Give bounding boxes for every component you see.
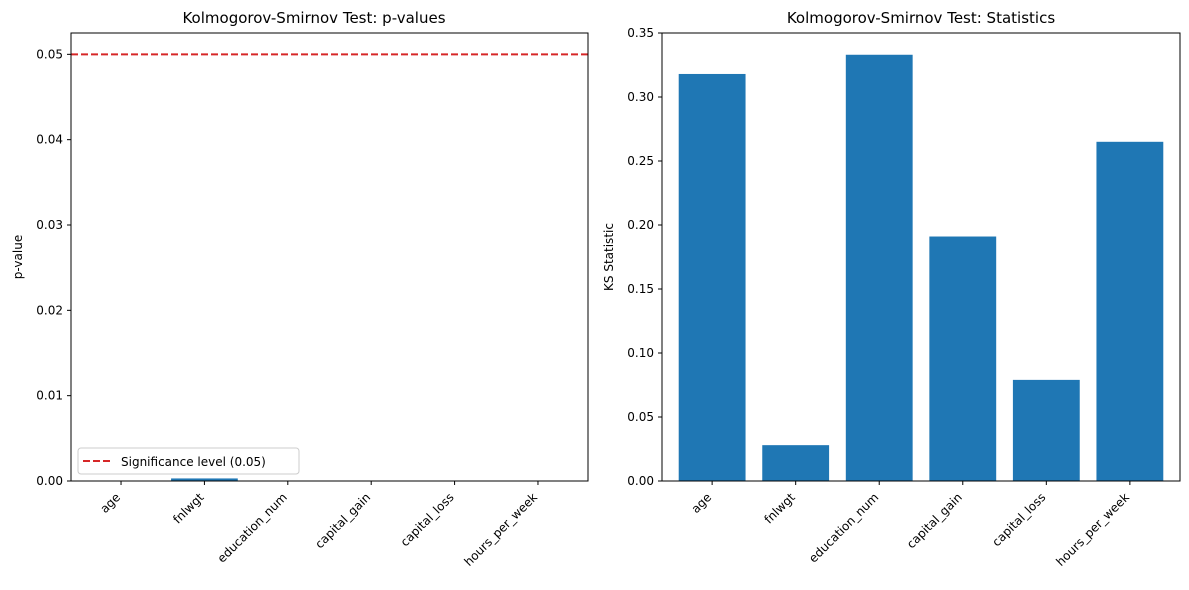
bar-education_num (845, 54, 913, 481)
y-tick-label: 0.10 (627, 346, 654, 360)
y-tick-label: 0.00 (36, 474, 63, 488)
y-tick-label: 0.01 (36, 389, 63, 403)
x-tick-label: fnlwgt (762, 490, 798, 526)
x-tick-label: education_num (806, 490, 881, 565)
pvalue-chart-ylabel: p-value (11, 235, 25, 279)
pvalue-y-ticks: 0.00 0.01 0.02 0.03 0.04 0.05 (36, 47, 71, 488)
ks-plot-frame (661, 32, 1181, 482)
y-tick-label: 0.20 (627, 218, 654, 232)
pvalue-chart: Kolmogorov-Smirnov Test: p-values p-valu… (11, 9, 589, 569)
legend-box (77, 447, 300, 475)
ks-statistic-chart: Kolmogorov-Smirnov Test: Statistics KS S… (602, 9, 1181, 569)
bar-capital_loss (1012, 379, 1080, 481)
ks-x-ticks: age fnlwgt education_num capital_gain capita… (689, 481, 1132, 569)
pvalue-x-ticks: age fnlwgt education_num capital_gain capita… (97, 481, 540, 569)
bar-hours_per_week (1096, 141, 1164, 482)
x-tick-label: hours_per_week (1053, 490, 1132, 569)
ks-chart-title: Kolmogorov-Smirnov Test: Statistics (787, 9, 1055, 27)
x-tick-label: fnlwgt (170, 490, 206, 526)
x-tick-label: age (689, 490, 715, 516)
legend: Significance level (0.05) (77, 447, 300, 475)
y-tick-label: 0.25 (627, 154, 654, 168)
y-tick-label: 0.00 (627, 474, 654, 488)
x-tick-label: capital_gain (904, 490, 965, 551)
x-tick-label: hours_per_week (461, 490, 540, 569)
y-tick-label: 0.02 (36, 303, 63, 317)
y-tick-label: 0.05 (627, 410, 654, 424)
y-tick-label: 0.04 (36, 133, 63, 147)
ks-y-ticks: 0.00 0.05 0.10 0.15 0.20 0.25 0.30 0.35 (627, 26, 662, 488)
x-tick-label: capital_gain (312, 490, 373, 551)
x-tick-label: education_num (215, 490, 290, 565)
bar-fnlwgt (171, 478, 238, 481)
y-tick-label: 0.05 (36, 47, 63, 61)
y-tick-label: 0.30 (627, 90, 654, 104)
pvalue-bars (171, 478, 238, 481)
x-tick-label: age (97, 490, 123, 516)
ks-bars (678, 54, 1164, 482)
y-tick-label: 0.03 (36, 218, 63, 232)
y-tick-label: 0.15 (627, 282, 654, 296)
x-tick-label: capital_loss (398, 490, 457, 549)
bar-fnlwgt (762, 445, 830, 481)
y-tick-label: 0.35 (627, 26, 654, 40)
x-tick-label: capital_loss (989, 490, 1048, 549)
ks-chart-ylabel: KS Statistic (602, 223, 616, 291)
pvalue-plot-frame (70, 32, 589, 482)
bar-age (678, 73, 746, 482)
pvalue-chart-title: Kolmogorov-Smirnov Test: p-values (182, 9, 445, 27)
legend-entry: Significance level (0.05) (121, 455, 266, 469)
bar-capital_gain (929, 236, 997, 481)
